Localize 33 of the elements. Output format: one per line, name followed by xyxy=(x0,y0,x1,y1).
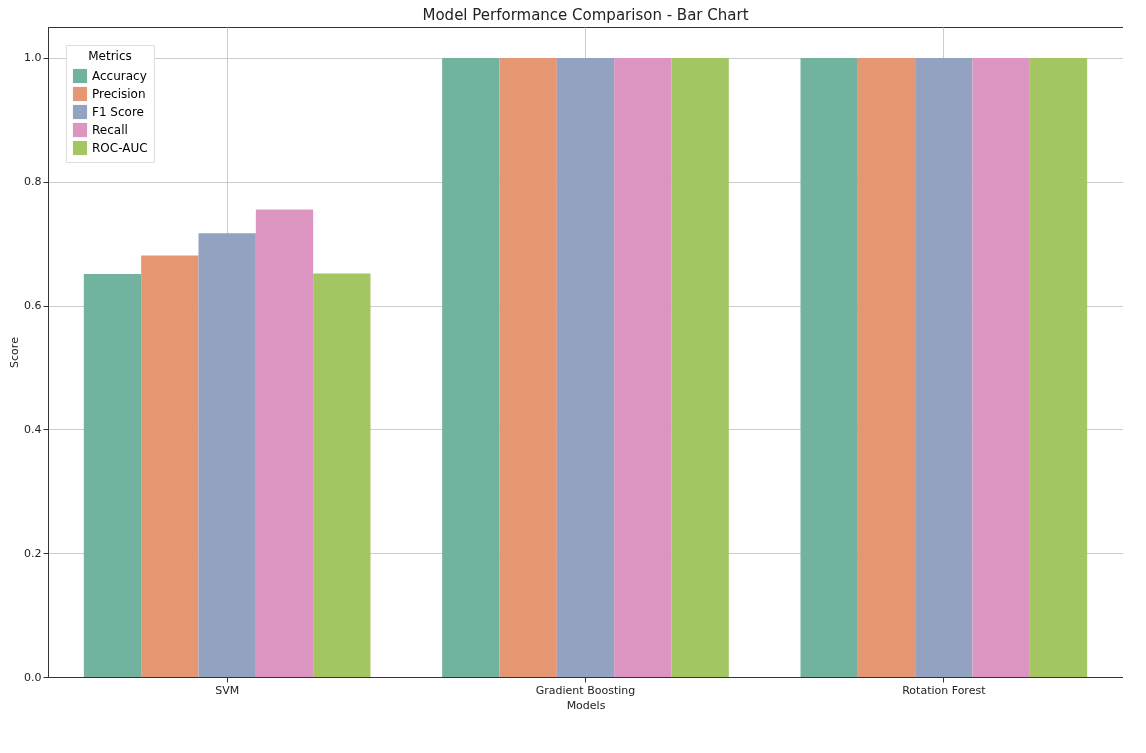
bar xyxy=(915,57,973,677)
y-tick-label: 0.8 xyxy=(24,175,42,189)
x-tick-label: SVM xyxy=(215,683,240,697)
legend-label: F1 Score xyxy=(92,105,144,119)
x-tick-label: Gradient Boosting xyxy=(535,683,636,697)
bar xyxy=(499,57,557,677)
chart-title: Model Performance Comparison - Bar Chart xyxy=(422,6,749,24)
legend-label: Precision xyxy=(92,87,146,101)
legend-title: Metrics xyxy=(88,49,132,63)
bar xyxy=(972,57,1030,677)
bar xyxy=(671,57,729,677)
bar xyxy=(614,57,672,677)
y-tick-label: 0.4 xyxy=(24,422,42,436)
x-tick-label: Rotation Forest xyxy=(902,683,987,697)
x-axis-title: Models xyxy=(566,698,606,712)
y-axis-title: Score xyxy=(8,336,22,368)
bar xyxy=(313,273,371,677)
y-tick-label: 0.2 xyxy=(24,546,42,560)
bar xyxy=(556,57,615,677)
bar xyxy=(83,274,142,677)
legend-label: Recall xyxy=(92,123,128,137)
y-tick-label: 1.0 xyxy=(24,51,42,65)
legend-label: Accuracy xyxy=(92,69,147,83)
bar xyxy=(442,57,500,677)
bar xyxy=(141,255,199,677)
y-tick-label: 0.6 xyxy=(24,299,42,313)
bar xyxy=(857,57,916,677)
bar xyxy=(255,209,314,677)
bar xyxy=(1029,57,1088,677)
bar xyxy=(800,57,858,677)
legend-label: ROC-AUC xyxy=(92,141,148,155)
y-tick-label: 0.0 xyxy=(24,670,42,684)
bar xyxy=(198,233,256,677)
